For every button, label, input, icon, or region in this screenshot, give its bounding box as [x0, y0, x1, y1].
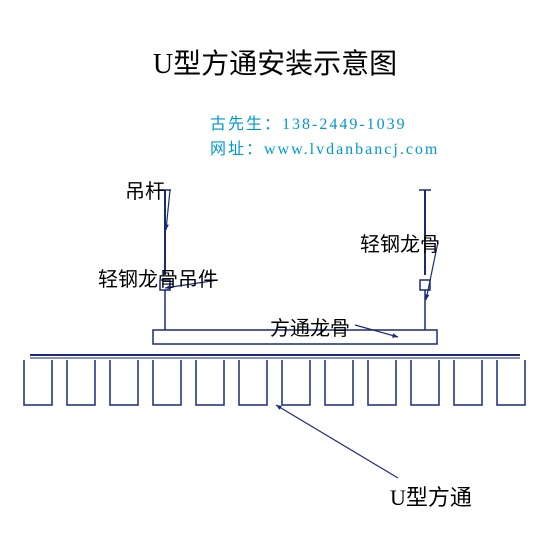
label-u-channel: U型方通	[390, 480, 472, 512]
label-hanger-rod: 吊杆	[125, 175, 165, 204]
label-keel-clip: 轻钢龙骨吊件	[98, 263, 218, 292]
label-light-keel: 轻钢龙骨	[360, 228, 440, 257]
label-channel-keel: 方通龙骨	[270, 312, 350, 341]
installation-diagram	[0, 0, 550, 550]
